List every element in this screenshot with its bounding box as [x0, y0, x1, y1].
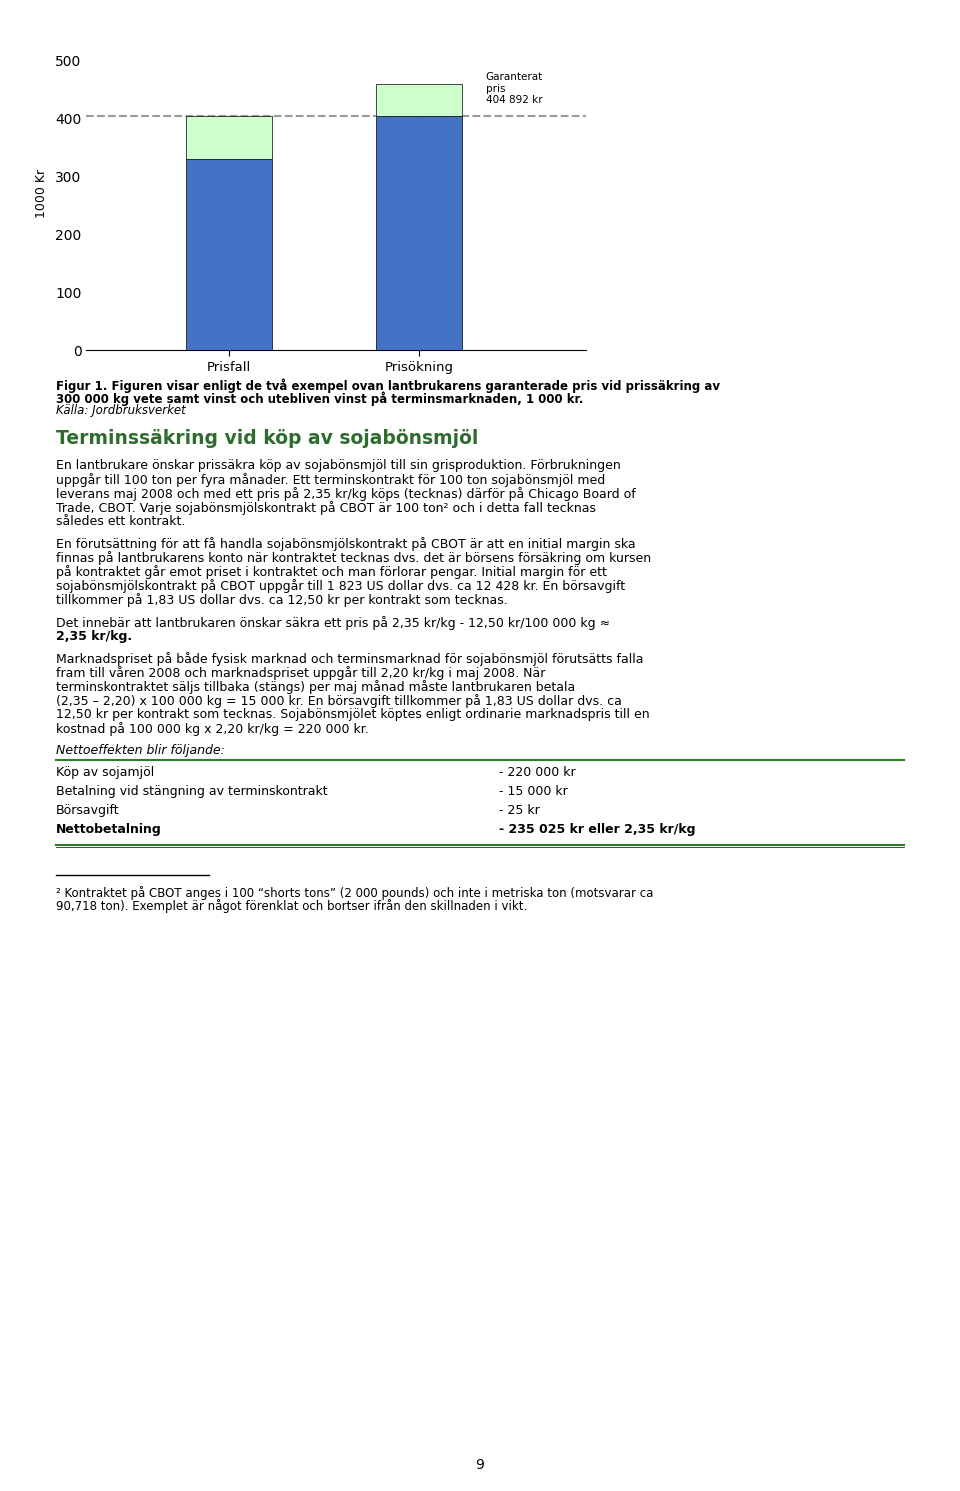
Text: 300 000 kg vete samt vinst och utebliven vinst på terminsmarknaden, 1 000 kr.: 300 000 kg vete samt vinst och utebliven… [56, 391, 583, 406]
Text: finnas på lantbrukarens konto när kontraktet tecknas dvs. det är börsens försäkr: finnas på lantbrukarens konto när kontra… [56, 552, 651, 565]
Text: 2,35 kr/kg.: 2,35 kr/kg. [56, 629, 132, 643]
Text: uppgår till 100 ton per fyra månader. Ett terminskontrakt för 100 ton sojabönsmj: uppgår till 100 ton per fyra månader. Et… [56, 473, 605, 488]
Text: Källa: Jordbruksverket: Källa: Jordbruksverket [56, 404, 185, 417]
Text: Börsavgift: Börsavgift [56, 804, 119, 817]
Text: Terminssäkring vid köp av sojabönsmjöl: Terminssäkring vid köp av sojabönsmjöl [56, 429, 478, 449]
Text: fram till våren 2008 och marknadspriset uppgår till 2,20 kr/kg i maj 2008. När: fram till våren 2008 och marknadspriset … [56, 666, 545, 680]
Text: Figur 1. Figuren visar enligt de två exempel ovan lantbrukarens garanterade pris: Figur 1. Figuren visar enligt de två exe… [56, 379, 720, 392]
Bar [376, 116, 462, 350]
Text: Köp av sojamjöl: Köp av sojamjöl [56, 766, 154, 780]
Text: En förutsättning för att få handla sojabönsmjölskontrakt på CBOT är att en initi: En förutsättning för att få handla sojab… [56, 537, 636, 552]
Text: Nettoeffekten blir följande:: Nettoeffekten blir följande: [56, 744, 225, 757]
Text: - 25 kr: - 25 kr [499, 804, 540, 817]
Bar [186, 160, 272, 350]
Text: terminskontraktet säljs tillbaka (stängs) per maj månad måste lantbrukaren betal: terminskontraktet säljs tillbaka (stängs… [56, 680, 575, 693]
Text: Garanterat
pris
404 892 kr: Garanterat pris 404 892 kr [486, 72, 543, 106]
Text: Marknadspriset på både fysisk marknad och terminsmarknad för sojabönsmjöl föruts: Marknadspriset på både fysisk marknad oc… [56, 652, 643, 666]
Text: på kontraktet går emot priset i kontraktet och man förlorar pengar. Initial marg: på kontraktet går emot priset i kontrakt… [56, 565, 607, 579]
Y-axis label: 1000 Kr: 1000 Kr [36, 170, 48, 218]
Text: således ett kontrakt.: således ett kontrakt. [56, 514, 185, 528]
Bar [376, 83, 462, 116]
Text: Det innebär att lantbrukaren önskar säkra ett pris på 2,35 kr/kg - 12,50 kr/100 : Det innebär att lantbrukaren önskar säkr… [56, 616, 610, 629]
Text: 9: 9 [475, 1458, 485, 1472]
Text: kostnad på 100 000 kg x 2,20 kr/kg = 220 000 kr.: kostnad på 100 000 kg x 2,20 kr/kg = 220… [56, 722, 369, 737]
Text: - 235 025 kr eller 2,35 kr/kg: - 235 025 kr eller 2,35 kr/kg [499, 823, 696, 836]
Text: - 15 000 kr: - 15 000 kr [499, 786, 568, 798]
Text: En lantbrukare önskar prissäkra köp av sojabönsmjöl till sin grisproduktion. För: En lantbrukare önskar prissäkra köp av s… [56, 459, 620, 471]
Text: 12,50 kr per kontrakt som tecknas. Sojabönsmjölet köptes enligt ordinarie markna: 12,50 kr per kontrakt som tecknas. Sojab… [56, 708, 649, 722]
Text: sojabönsmjölskontrakt på CBOT uppgår till 1 823 US dollar dvs. ca 12 428 kr. En : sojabönsmjölskontrakt på CBOT uppgår til… [56, 580, 625, 593]
Text: 90,718 ton). Exemplet är något förenklat och bortser ifrån den skillnaden i vikt: 90,718 ton). Exemplet är något förenklat… [56, 899, 527, 912]
Text: - 220 000 kr: - 220 000 kr [499, 766, 576, 780]
Text: (2,35 – 2,20) x 100 000 kg = 15 000 kr. En börsavgift tillkommer på 1,83 US doll: (2,35 – 2,20) x 100 000 kg = 15 000 kr. … [56, 695, 621, 708]
Text: ² Kontraktet på CBOT anges i 100 “shorts tons” (2 000 pounds) och inte i metrisk: ² Kontraktet på CBOT anges i 100 “shorts… [56, 886, 653, 899]
Text: Betalning vid stängning av terminskontrakt: Betalning vid stängning av terminskontra… [56, 786, 327, 798]
Text: tillkommer på 1,83 US dollar dvs. ca 12,50 kr per kontrakt som tecknas.: tillkommer på 1,83 US dollar dvs. ca 12,… [56, 593, 508, 607]
Text: Nettobetalning: Nettobetalning [56, 823, 161, 836]
Text: Trade, CBOT. Varje sojabönsmjölskontrakt på CBOT är 100 ton² och i detta fall te: Trade, CBOT. Varje sojabönsmjölskontrakt… [56, 501, 595, 514]
Text: leverans maj 2008 och med ett pris på 2,35 kr/kg köps (tecknas) därför på Chicag: leverans maj 2008 och med ett pris på 2,… [56, 488, 636, 501]
Bar [186, 116, 272, 160]
